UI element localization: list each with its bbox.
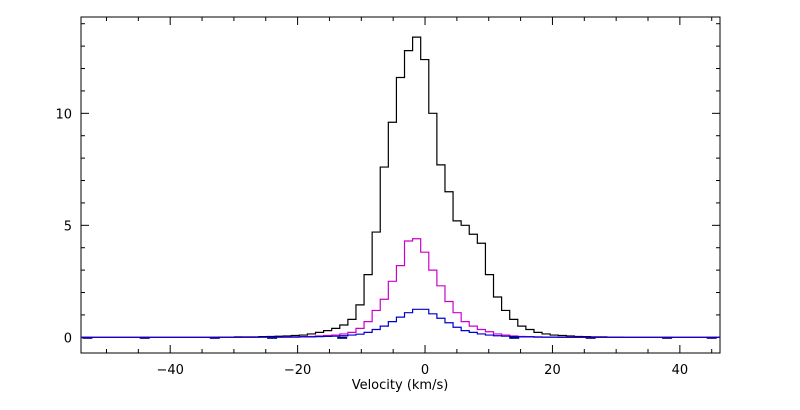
y-tick-label: 10 [55, 107, 72, 122]
axis-ticks [81, 17, 720, 353]
y-tick-label: 5 [64, 219, 72, 234]
y-tick-label: 0 [64, 331, 72, 346]
series-line-3 [81, 308, 720, 338]
x-tick-label: 40 [672, 363, 689, 378]
x-tick-label: 20 [544, 363, 561, 378]
plot-frame [80, 16, 721, 354]
x-axis-label: Velocity (km/s) [352, 378, 449, 393]
series-layer [81, 36, 720, 338]
x-tick-label: −20 [284, 363, 311, 378]
x-tick-labels: −40 −20 0 20 40 [156, 363, 688, 378]
x-tick-label: 0 [421, 363, 429, 378]
y-tick-labels: 0 5 10 [55, 107, 72, 346]
series-line-2 [81, 238, 720, 338]
x-tick-label: −40 [156, 363, 183, 378]
series-line-1 [81, 36, 720, 338]
